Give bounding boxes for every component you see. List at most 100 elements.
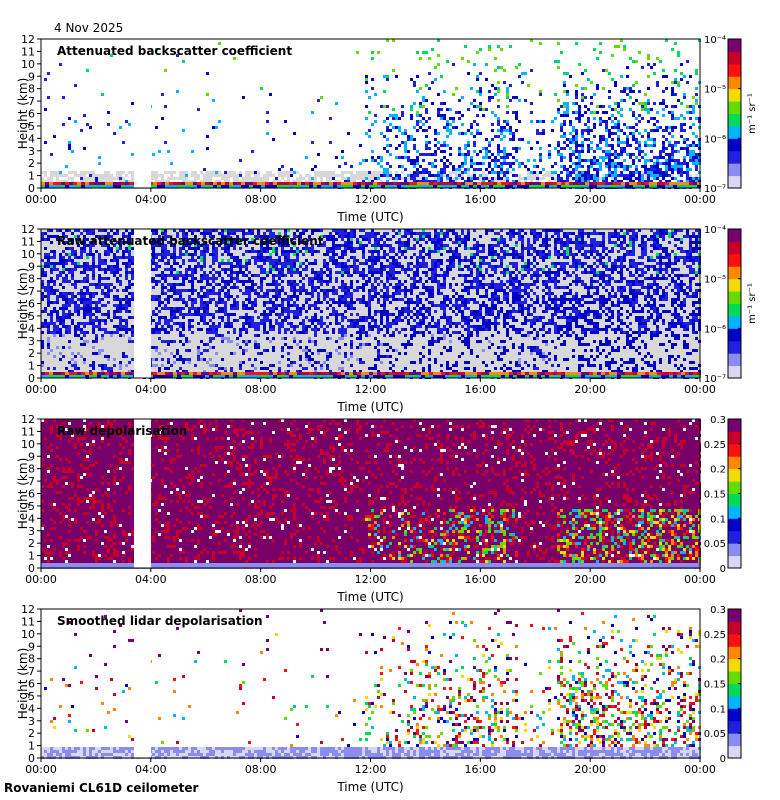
date-label: 4 Nov 2025 <box>54 21 124 35</box>
y-tick-label: 10 <box>21 248 35 261</box>
x-tick-label: 00:00 <box>25 193 57 206</box>
y-tick-label: 9 <box>28 640 35 653</box>
colorbar-unit: m⁻¹ sr⁻¹ <box>747 93 758 134</box>
y-tick-label: 1 <box>28 360 35 373</box>
y-tick-label: 0 <box>28 372 35 385</box>
colorbar-tick-label: 0.1 <box>710 514 726 525</box>
y-tick-label: 10 <box>21 628 35 641</box>
y-tick-label: 1 <box>28 170 35 183</box>
y-tick-label: 11 <box>21 425 35 438</box>
y-tick-label: 7 <box>28 665 35 678</box>
colorbar-tick-label: 0.2 <box>710 465 726 476</box>
x-axis-label: Time (UTC) <box>336 210 403 224</box>
x-tick-label: 00:00 <box>684 383 716 396</box>
y-tick-label: 9 <box>28 450 35 463</box>
x-tick-label: 00:00 <box>25 383 57 396</box>
y-tick-label: 4 <box>28 512 35 525</box>
colorbar-tick-label: 0 <box>720 564 726 575</box>
heatmap-field <box>41 609 701 759</box>
y-tick-label: 3 <box>28 145 35 158</box>
y-tick-label: 12 <box>21 603 35 616</box>
y-tick-label: 12 <box>21 413 35 426</box>
y-axis-label: Height (km) <box>16 458 30 529</box>
colorbar-tick-label: 0.15 <box>704 680 726 691</box>
colorbar-tick-label: 0.3 <box>710 415 726 426</box>
y-tick-label: 7 <box>28 285 35 298</box>
x-tick-label: 08:00 <box>245 573 277 586</box>
colorbar-tick-label: 0.05 <box>704 539 726 550</box>
x-tick-label: 00:00 <box>684 573 716 586</box>
x-tick-label: 04:00 <box>135 763 167 776</box>
x-tick-label: 16:00 <box>464 763 496 776</box>
y-tick-label: 11 <box>21 615 35 628</box>
x-tick-label: 12:00 <box>355 383 387 396</box>
colorbar-tick-label: 10⁻⁴ <box>704 225 726 236</box>
y-tick-label: 11 <box>21 45 35 58</box>
y-tick-label: 4 <box>28 132 35 145</box>
x-tick-label: 16:00 <box>464 573 496 586</box>
y-tick-label: 6 <box>28 298 35 311</box>
y-tick-label: 12 <box>21 33 35 46</box>
heatmap-field <box>41 229 701 379</box>
chart-title: Smoothed lidar depolarisation <box>57 614 263 628</box>
y-tick-label: 6 <box>28 678 35 691</box>
y-tick-label: 5 <box>28 120 35 133</box>
y-tick-label: 1 <box>28 550 35 563</box>
chart-title: Attenuated backscatter coefficient <box>57 44 292 58</box>
y-tick-label: 8 <box>28 273 35 286</box>
colorbar-tick-label: 0.2 <box>710 655 726 666</box>
y-tick-label: 9 <box>28 70 35 83</box>
colorbar-tick-label: 0.15 <box>704 490 726 501</box>
x-tick-label: 08:00 <box>245 383 277 396</box>
y-tick-label: 5 <box>28 310 35 323</box>
colorbar-tick-label: 0.05 <box>704 729 726 740</box>
x-tick-label: 08:00 <box>245 763 277 776</box>
colorbar-tick-label: 0.25 <box>704 440 726 451</box>
instrument-label: Rovaniemi CL61D ceilometer <box>4 781 199 795</box>
y-tick-label: 7 <box>28 475 35 488</box>
x-axis-label: Time (UTC) <box>336 400 403 414</box>
x-tick-label: 20:00 <box>574 383 606 396</box>
x-tick-label: 12:00 <box>355 763 387 776</box>
heatmap-field <box>41 39 701 189</box>
y-tick-label: 4 <box>28 322 35 335</box>
y-tick-label: 6 <box>28 108 35 121</box>
y-tick-label: 0 <box>28 752 35 765</box>
y-tick-label: 5 <box>28 500 35 513</box>
y-tick-label: 2 <box>28 537 35 550</box>
x-tick-label: 00:00 <box>25 573 57 586</box>
y-tick-label: 4 <box>28 702 35 715</box>
y-tick-label: 0 <box>28 182 35 195</box>
y-tick-label: 11 <box>21 235 35 248</box>
chart-title: Raw depolarisation <box>57 424 187 438</box>
colorbar-tick-label: 10⁻⁷ <box>704 184 726 195</box>
colorbar <box>727 38 742 189</box>
colorbar-tick-label: 0.3 <box>710 605 726 616</box>
y-tick-label: 8 <box>28 463 35 476</box>
colorbar <box>727 418 742 569</box>
x-tick-label: 00:00 <box>25 763 57 776</box>
x-tick-label: 16:00 <box>464 193 496 206</box>
x-tick-label: 16:00 <box>464 383 496 396</box>
colorbar-tick-label: 0.1 <box>710 704 726 715</box>
y-tick-label: 2 <box>28 347 35 360</box>
y-axis-label: Height (km) <box>16 268 30 339</box>
colorbar <box>727 228 742 379</box>
x-tick-label: 20:00 <box>574 573 606 586</box>
y-tick-label: 1 <box>28 740 35 753</box>
y-tick-label: 10 <box>21 438 35 451</box>
x-tick-label: 04:00 <box>135 573 167 586</box>
y-tick-label: 7 <box>28 95 35 108</box>
y-axis-label: Height (km) <box>16 78 30 149</box>
y-tick-label: 8 <box>28 83 35 96</box>
x-tick-label: 04:00 <box>135 193 167 206</box>
x-tick-label: 20:00 <box>574 193 606 206</box>
y-tick-label: 5 <box>28 690 35 703</box>
colorbar-tick-label: 10⁻⁷ <box>704 374 726 385</box>
x-axis-label: Time (UTC) <box>336 590 403 604</box>
x-tick-label: 08:00 <box>245 193 277 206</box>
